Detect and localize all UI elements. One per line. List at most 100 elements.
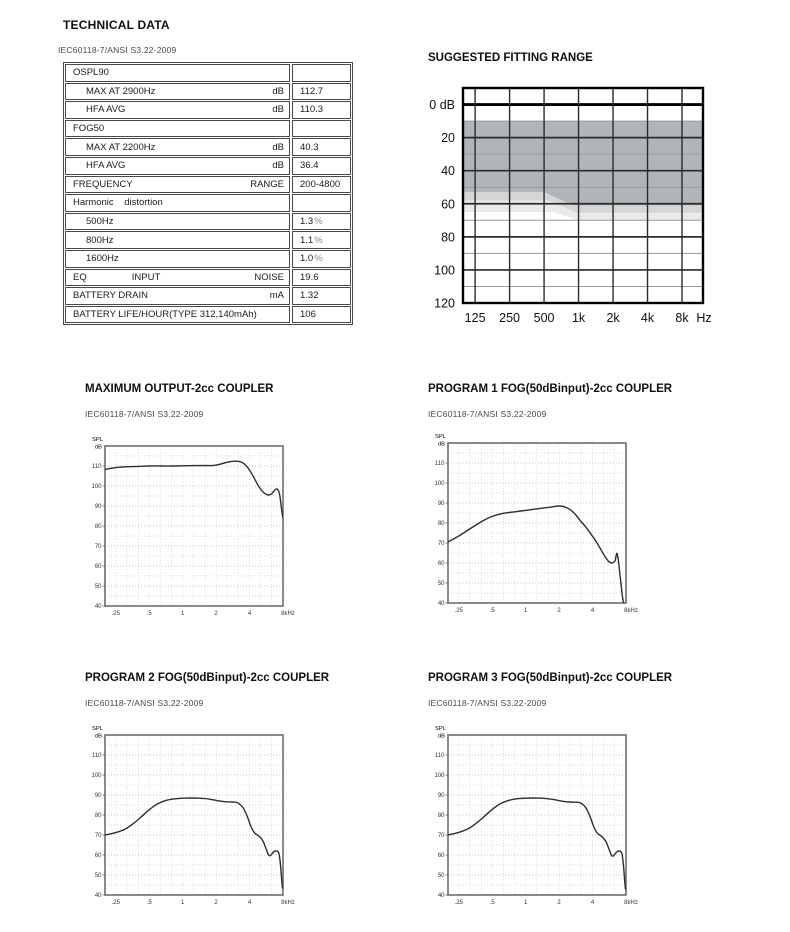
row-unit: dB	[272, 160, 284, 172]
svg-text:100: 100	[434, 481, 445, 487]
fitting-range-title: SUGGESTED FITTING RANGE	[428, 52, 593, 64]
chart-standard: IEC60118-7/ANSI S3.22-2009	[428, 698, 547, 708]
y-axis-unit-label: SPL	[92, 726, 104, 732]
svg-text:1: 1	[181, 611, 185, 617]
response-curve	[448, 797, 626, 890]
svg-text:.25: .25	[112, 900, 121, 906]
row-value: 19.6	[300, 271, 319, 283]
table-label-cell: 800Hz	[65, 231, 290, 249]
row-label: 1600Hz	[86, 253, 119, 265]
svg-text:60: 60	[438, 561, 445, 567]
svg-text:4k: 4k	[641, 311, 655, 325]
fitting-region-band	[463, 192, 703, 213]
svg-text:.5: .5	[147, 611, 153, 617]
svg-text:70: 70	[438, 541, 445, 547]
table-row: HFA AVG dB 110.3	[65, 101, 351, 119]
row-label: MAX AT 2900Hz	[86, 85, 156, 97]
row-unit: dB	[272, 85, 284, 97]
row-mid-label: INPUT	[131, 271, 161, 283]
svg-text:1: 1	[181, 900, 185, 906]
response-grid	[447, 734, 627, 896]
svg-text:4: 4	[248, 611, 252, 617]
table-row: BATTERY LIFE/HOUR(TYPE 312,140mAh) 106	[65, 305, 351, 324]
y-axis-unit-label: SPL	[92, 437, 104, 443]
chart-block-maximum-output: MAXIMUM OUTPUT-2cc COUPLER IEC60118-7/AN…	[85, 383, 425, 643]
svg-text:Hz: Hz	[696, 311, 711, 325]
table-label-cell: FREQUENCY RANGE	[65, 175, 290, 194]
svg-text:110: 110	[435, 461, 445, 467]
chart-title: PROGRAM 3 FOG(50dBinput)-2cc COUPLER	[428, 672, 673, 684]
svg-text:8kHz: 8kHz	[624, 608, 638, 614]
table-label-cell: FOG50	[65, 119, 290, 138]
y-axis-unit-label-2: dB	[438, 442, 445, 448]
svg-text:90: 90	[95, 504, 102, 510]
svg-text:0 dB: 0 dB	[429, 98, 455, 112]
svg-text:.25: .25	[112, 611, 121, 617]
svg-text:2: 2	[557, 900, 561, 906]
response-plot-border	[447, 442, 627, 604]
maximum-output-chart: 110 100 90 80 70 60 50 40 .25 .5 1 2 4 8kHz SPL dB	[91, 437, 294, 617]
fitting-region-band	[463, 121, 703, 206]
response-axis-labels: 110 100 90 80 70 60 50 40 .25 .5 1 2 4 8kHz	[434, 461, 637, 614]
table-row: MAX AT 2200Hz dB 40.3	[65, 138, 351, 156]
svg-text:50: 50	[438, 581, 445, 587]
fitting-axis-labels: 0 dB 20 40 60 80 100 120 125 250 500 1k 2k 4k 8k Hz	[429, 98, 711, 325]
svg-text:110: 110	[92, 753, 102, 759]
table-value-cell: 1.1%	[292, 231, 351, 249]
svg-text:20: 20	[441, 131, 455, 145]
y-axis-unit-label-2: dB	[95, 734, 102, 740]
table-label-cell: EQ INPUT NOISE	[65, 268, 290, 287]
svg-text:4: 4	[591, 900, 595, 906]
table-row: 500Hz 1.3%	[65, 212, 351, 231]
response-grid	[104, 734, 284, 896]
table-label-cell: 1600Hz	[65, 249, 290, 268]
row-value: 36.4	[300, 160, 319, 172]
row-value: 40.3	[300, 141, 319, 153]
response-grid	[447, 442, 627, 604]
svg-text:4: 4	[248, 900, 252, 906]
svg-text:60: 60	[95, 564, 102, 570]
row-label: FOG50	[73, 123, 105, 135]
row-label: 500Hz	[86, 216, 114, 228]
svg-text:100: 100	[91, 773, 102, 779]
program-3-chart: 110 100 90 80 70 60 50 40 .25 .5 1 2 4 8kHz SPL dB	[434, 726, 638, 906]
y-axis-unit-label: SPL	[435, 726, 447, 732]
y-axis-unit-label-2: dB	[95, 445, 102, 451]
svg-text:8kHz: 8kHz	[624, 900, 638, 906]
svg-text:40: 40	[438, 893, 445, 899]
svg-text:.25: .25	[455, 900, 464, 906]
table-row: EQ INPUT NOISE 19.6	[65, 268, 351, 287]
svg-text:100: 100	[91, 484, 102, 490]
svg-text:40: 40	[441, 164, 455, 178]
row-label: HFA AVG	[86, 160, 126, 172]
technical-data-standard: IEC60118-7/ANSI S3.22-2009	[58, 45, 177, 55]
table-row: OSPL90	[65, 64, 351, 82]
chart-block-program-3: PROGRAM 3 FOG(50dBinput)-2cc COUPLER IEC…	[428, 672, 768, 932]
table-value-cell: 19.6	[292, 268, 351, 287]
row-value-suffix: %	[314, 234, 323, 246]
svg-text:2: 2	[557, 608, 561, 614]
svg-text:80: 80	[95, 524, 102, 530]
table-value-cell: 1.32	[292, 287, 351, 305]
table-value-cell: 110.3	[292, 101, 351, 119]
table-row: 1600Hz 1.0%	[65, 249, 351, 268]
svg-text:60: 60	[441, 197, 455, 211]
response-plot-border	[104, 734, 284, 896]
table-label-cell: HFA AVG dB	[65, 156, 290, 175]
chart-title: PROGRAM 1 FOG(50dBinput)-2cc COUPLER	[428, 383, 673, 395]
row-label: OSPL90	[73, 67, 109, 79]
row-unit: dB	[272, 104, 284, 116]
table-value-cell: 200-4800	[292, 175, 351, 194]
svg-text:60: 60	[95, 853, 102, 859]
row-value-suffix: %	[314, 216, 323, 228]
chart-title: MAXIMUM OUTPUT-2cc COUPLER	[85, 383, 274, 395]
svg-text:100: 100	[434, 773, 445, 779]
table-row: Harmonic distortion	[65, 194, 351, 212]
svg-text:40: 40	[95, 893, 102, 899]
program-1-chart: 110 100 90 80 70 60 50 40 .25 .5 1 2 4 8kHz SPL dB	[434, 434, 637, 614]
svg-text:90: 90	[438, 501, 445, 507]
fitting-grid	[463, 88, 703, 304]
table-value-cell: 40.3	[292, 138, 351, 156]
svg-text:50: 50	[95, 584, 102, 590]
svg-text:125: 125	[465, 311, 486, 325]
